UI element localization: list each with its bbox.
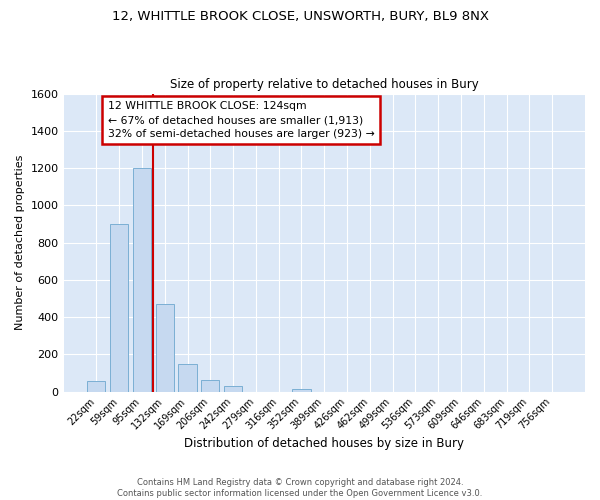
Bar (110, 224, 128, 392)
Title: Size of property relative to detached houses in Bury: Size of property relative to detached ho… (170, 78, 479, 91)
Bar (178, 364, 197, 392)
Bar (87, 382, 106, 392)
Bar (155, 304, 174, 392)
Bar (133, 168, 151, 392)
Text: 12, WHITTLE BROOK CLOSE, UNSWORTH, BURY, BL9 8NX: 12, WHITTLE BROOK CLOSE, UNSWORTH, BURY,… (112, 10, 488, 23)
Bar (201, 380, 220, 392)
Bar (292, 389, 311, 392)
Bar (224, 386, 242, 392)
X-axis label: Distribution of detached houses by size in Bury: Distribution of detached houses by size … (184, 437, 464, 450)
Text: 12 WHITTLE BROOK CLOSE: 124sqm
← 67% of detached houses are smaller (1,913)
32% : 12 WHITTLE BROOK CLOSE: 124sqm ← 67% of … (108, 101, 374, 139)
Text: Contains HM Land Registry data © Crown copyright and database right 2024.
Contai: Contains HM Land Registry data © Crown c… (118, 478, 482, 498)
Y-axis label: Number of detached properties: Number of detached properties (15, 155, 25, 330)
